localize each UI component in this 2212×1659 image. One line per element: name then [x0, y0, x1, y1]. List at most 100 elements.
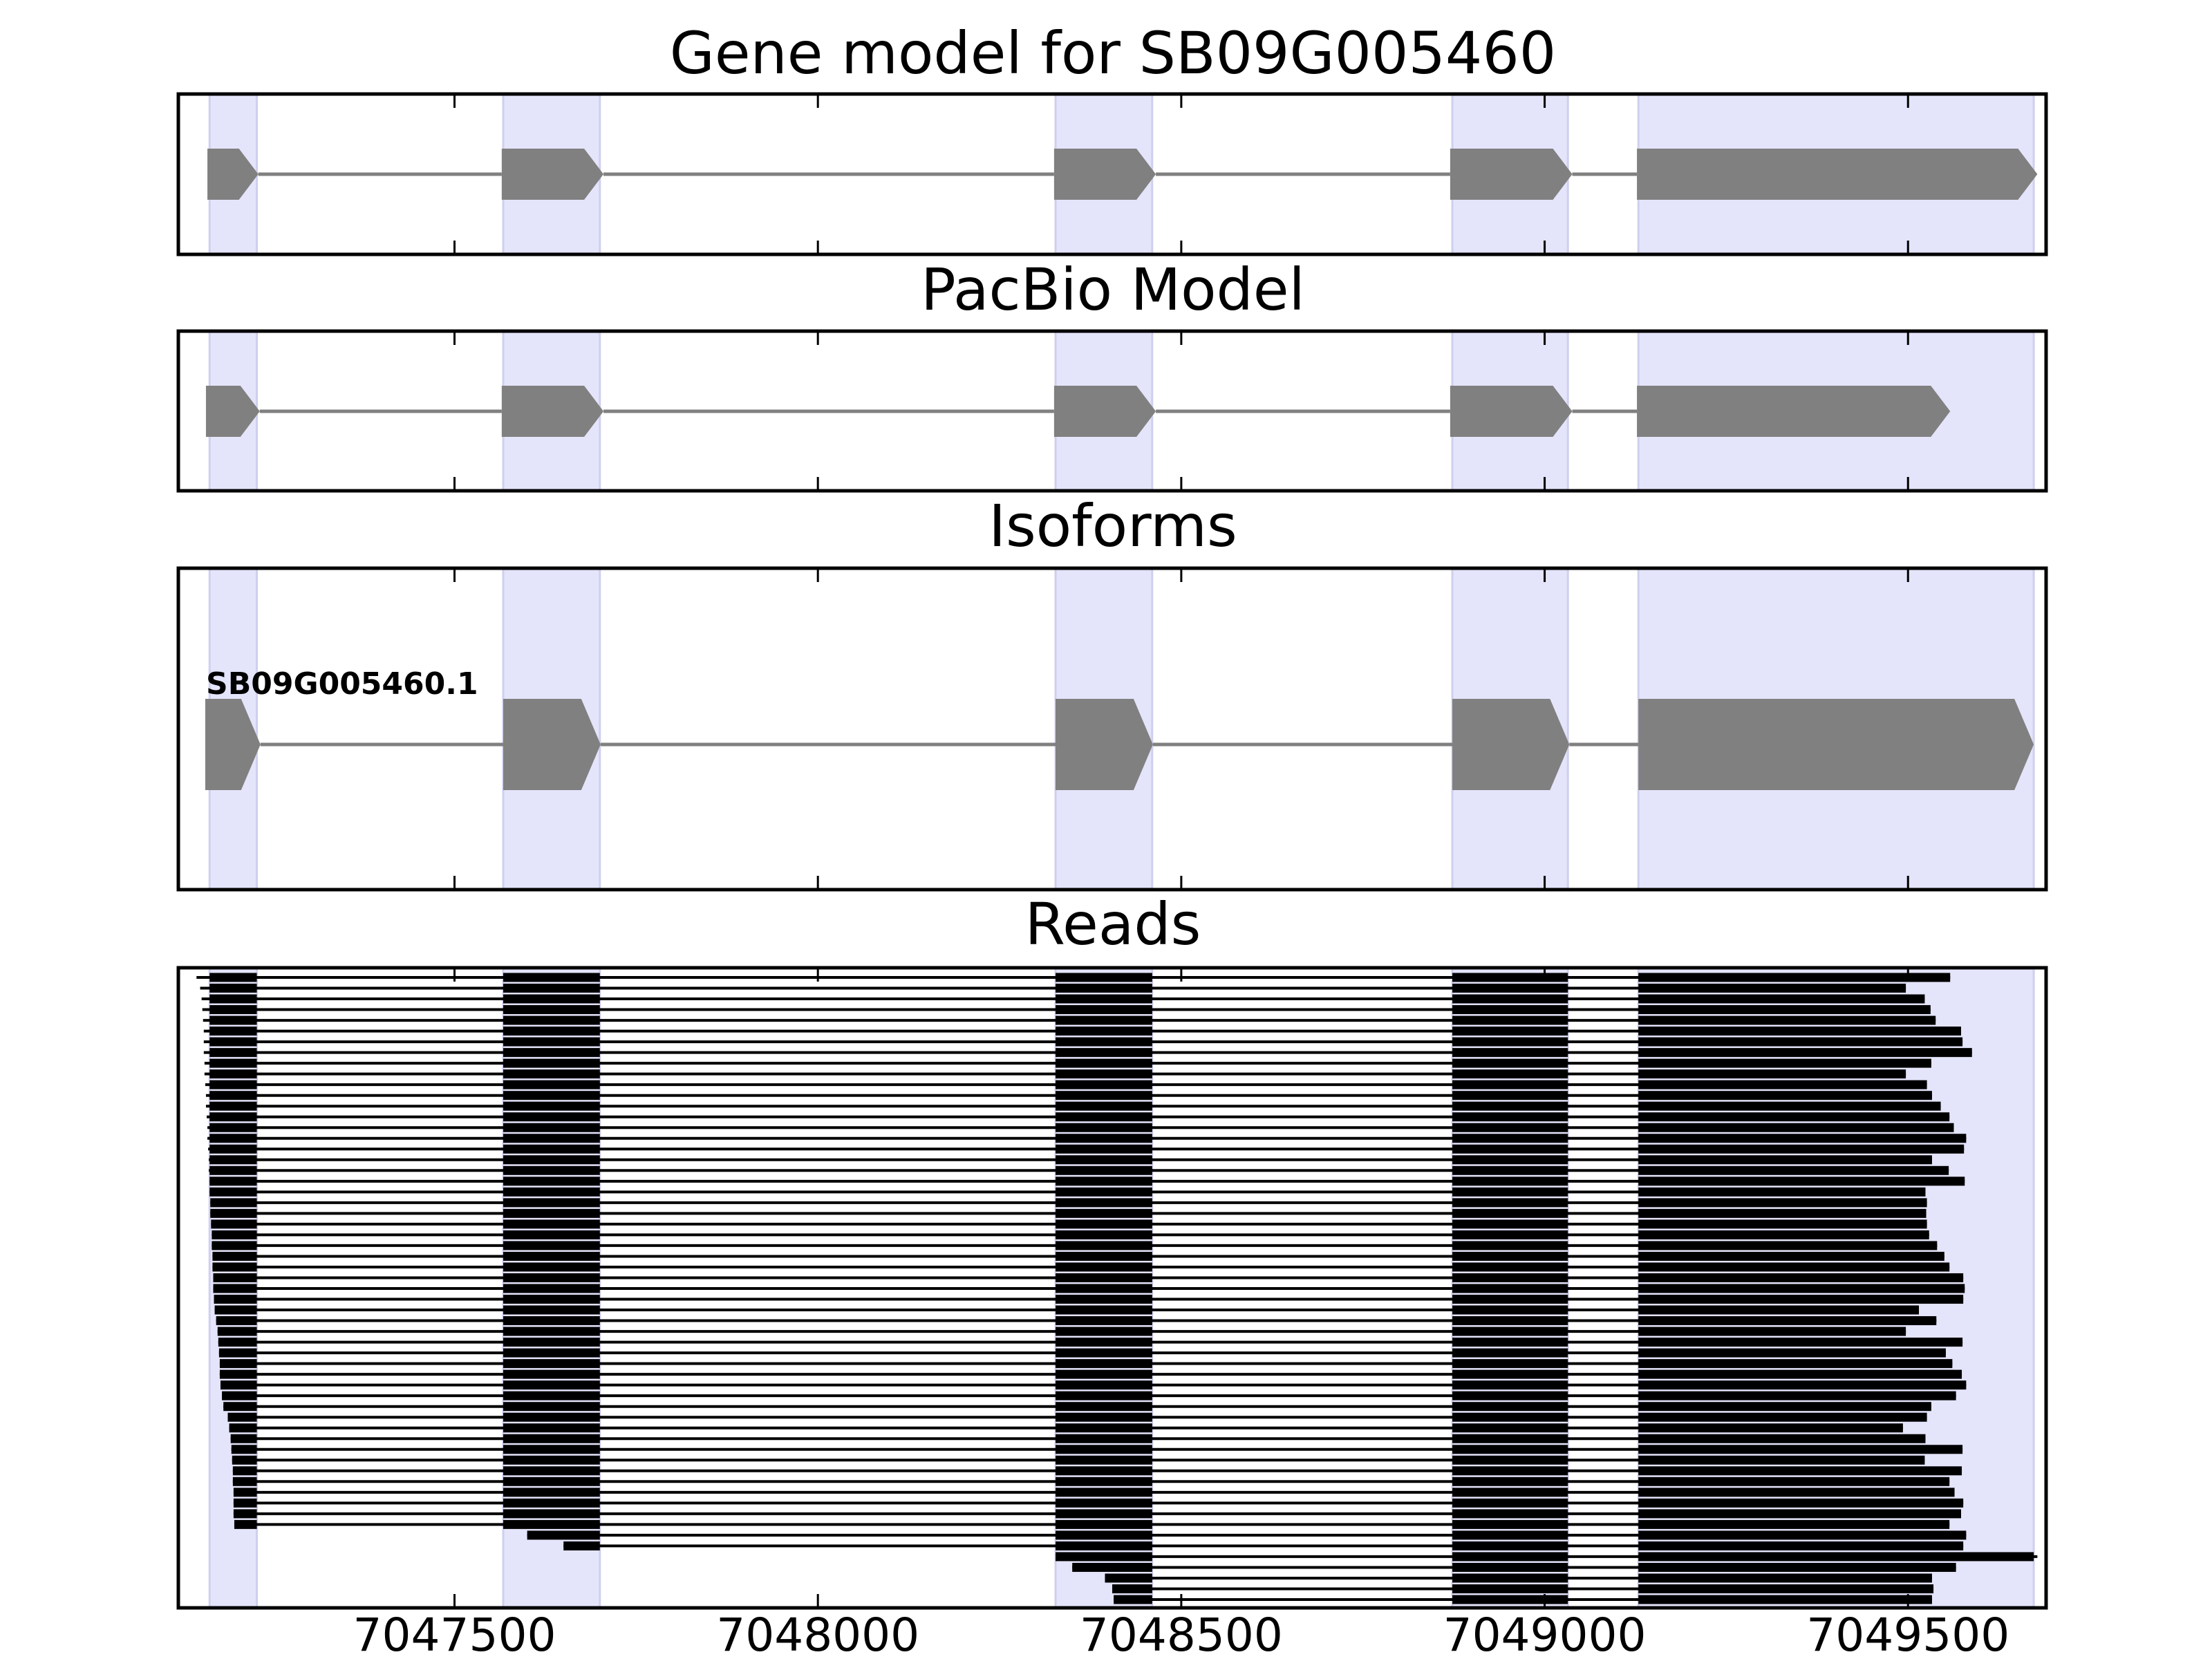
read-exon-block-1	[219, 1359, 257, 1369]
exon-3	[1053, 386, 1156, 437]
read-5	[203, 1015, 1936, 1025]
exon-2	[501, 386, 604, 437]
read-exon-block-3	[1114, 1595, 1152, 1604]
panel-gene-model	[176, 92, 2048, 256]
read-exon-block-4	[1452, 1552, 1568, 1562]
exon-3	[1055, 699, 1153, 790]
read-26	[212, 1241, 1938, 1250]
read-exon-block-5	[1638, 1541, 1964, 1550]
read-exon-block-3	[1055, 1509, 1152, 1519]
read-9	[204, 1058, 1931, 1068]
read-exon-block-5	[1638, 1295, 1964, 1304]
read-exon-block-3	[1055, 1048, 1152, 1058]
read-exon-block-2	[503, 1391, 600, 1400]
read-54	[563, 1541, 1964, 1550]
read-exon-block-2	[503, 1112, 600, 1122]
read-exon-block-2	[503, 1262, 600, 1272]
read-exon-block-5	[1638, 1562, 1956, 1572]
read-exon-block-2	[503, 1230, 600, 1239]
read-exon-block-3	[1072, 1562, 1152, 1572]
read-exon-block-1	[233, 1498, 257, 1508]
read-exon-block-4	[1452, 1348, 1568, 1358]
read-29	[213, 1273, 1964, 1282]
read-exon-block-5	[1638, 1402, 1931, 1412]
read-exon-block-5	[1638, 1155, 1932, 1165]
isoform-track	[205, 699, 2034, 790]
read-exon-block-1	[209, 973, 257, 982]
read-exon-block-2	[503, 1338, 600, 1347]
read-8	[203, 1048, 1972, 1058]
read-exon-block-3	[1055, 1488, 1152, 1497]
read-14	[207, 1112, 1950, 1122]
read-41	[223, 1402, 1931, 1412]
panel-border	[176, 329, 2048, 493]
read-exon-block-4	[1452, 1573, 1568, 1583]
read-18	[209, 1155, 1932, 1165]
read-exon-block-2	[503, 1241, 600, 1250]
read-exon-block-1	[209, 1037, 257, 1047]
read-exon-block-2	[503, 1402, 600, 1412]
panel-frame	[176, 966, 2048, 1610]
read-exon-block-3	[1055, 1477, 1152, 1486]
read-exon-block-4	[1452, 1338, 1568, 1347]
read-exon-block-3	[1055, 1208, 1152, 1218]
read-exon-block-4	[1452, 1241, 1568, 1250]
panel-pacbio-model	[176, 329, 2048, 493]
read-exon-block-3	[1055, 1005, 1152, 1015]
exon-4	[1450, 386, 1573, 437]
read-exon-block-1	[209, 1091, 257, 1100]
read-exon-block-2	[503, 1048, 600, 1058]
read-exon-block-2	[503, 1273, 600, 1282]
read-exon-block-1	[233, 1488, 257, 1497]
read-57	[1105, 1573, 1932, 1583]
read-exon-block-1	[209, 1048, 257, 1058]
read-exon-block-3	[1055, 1402, 1152, 1412]
read-1	[196, 973, 1951, 982]
read-exon-block-5	[1638, 1230, 1929, 1239]
read-exon-block-3	[1055, 1338, 1152, 1347]
read-exon-block-3	[1055, 994, 1152, 1004]
read-exon-block-5	[1638, 1519, 1950, 1529]
read-exon-block-5	[1638, 1552, 2034, 1562]
read-exon-block-5	[1638, 1466, 1962, 1476]
read-exon-block-3	[1055, 1198, 1152, 1208]
read-exon-block-4	[1452, 1466, 1568, 1476]
read-exon-block-5	[1638, 1284, 1965, 1293]
read-exon-block-4	[1452, 1327, 1568, 1336]
read-exon-block-3	[1055, 1445, 1152, 1454]
read-exon-block-4	[1452, 1251, 1568, 1261]
read-exon-block-5	[1638, 973, 1951, 982]
exon-5	[1637, 386, 1951, 437]
read-59	[1114, 1595, 1932, 1604]
panel-frame	[176, 92, 2048, 256]
read-13	[205, 1101, 1941, 1111]
read-exon-block-4	[1452, 1509, 1568, 1519]
read-exon-block-4	[1452, 1058, 1568, 1068]
x-axis-tick-labels: 7047500 7048000 7048500 7049000 7049500	[353, 1609, 2010, 1659]
read-exon-block-5	[1638, 1112, 1950, 1122]
read-exon-block-5	[1638, 1573, 1932, 1583]
read-28	[212, 1262, 1950, 1272]
read-exon-block-1	[210, 1198, 257, 1208]
read-30	[213, 1284, 1965, 1293]
exon-4	[1452, 699, 1570, 790]
read-exon-block-5	[1638, 1595, 1932, 1604]
read-exon-block-4	[1452, 1134, 1568, 1143]
read-exon-block-3	[1055, 1144, 1152, 1154]
panel-border	[176, 566, 2048, 892]
read-12	[205, 1091, 1932, 1100]
read-exon-block-2	[503, 1027, 600, 1036]
read-exon-block-3	[1105, 1573, 1152, 1583]
read-exon-block-1	[211, 1219, 257, 1229]
read-exon-block-5	[1638, 1316, 1937, 1326]
read-exon-block-1	[209, 1015, 257, 1025]
read-exon-block-2	[503, 1208, 600, 1218]
read-exon-block-5	[1638, 1208, 1927, 1218]
read-exon-block-3	[1055, 1284, 1152, 1293]
read-52	[234, 1519, 1950, 1529]
read-exon-block-3	[1055, 1316, 1152, 1326]
read-exon-block-3	[1055, 1391, 1152, 1400]
read-exon-block-2	[503, 1284, 600, 1293]
read-exon-block-5	[1638, 1015, 1936, 1025]
